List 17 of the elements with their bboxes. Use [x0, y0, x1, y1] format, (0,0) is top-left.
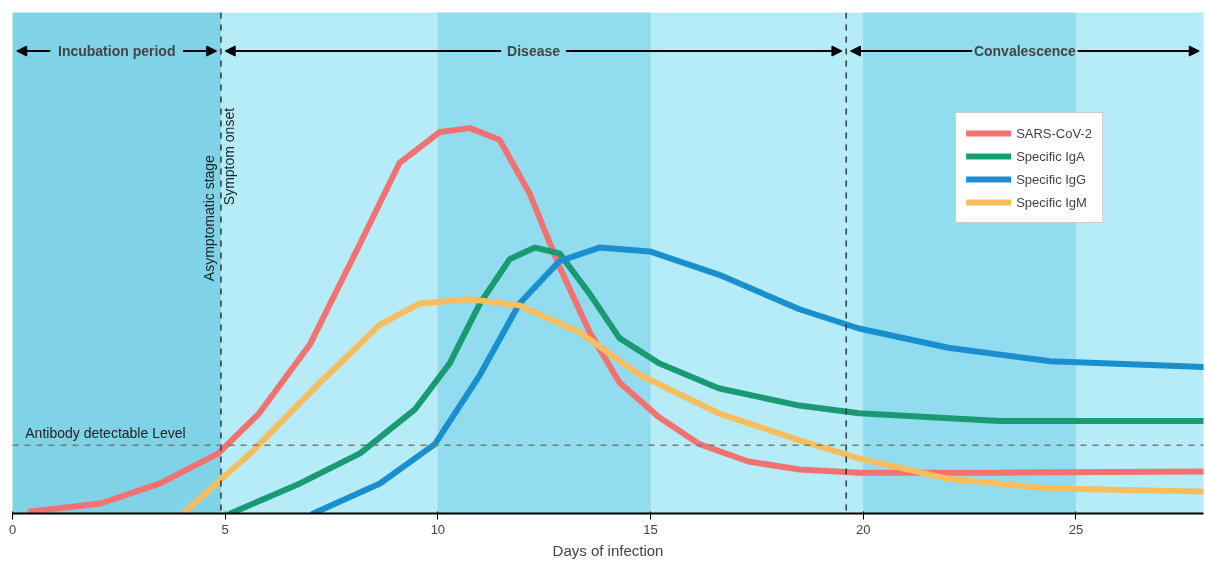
x-tick-label: 0: [8, 521, 17, 537]
x-tick-label: 20: [855, 521, 871, 537]
text: Incubation period: [57, 43, 176, 60]
legend-label: SARS-CoV-2: [1016, 125, 1092, 141]
x-tick-label: 10: [430, 521, 446, 537]
legend-label: Specific IgM: [1016, 194, 1087, 210]
text: Convalescence: [973, 43, 1077, 60]
legend-label: Specific IgA: [1016, 148, 1085, 164]
ref-line-label: Antibody detectable Level: [25, 425, 186, 442]
x-tick-label: 15: [643, 521, 658, 537]
x-tick-label: 5: [221, 521, 229, 537]
legend-label: Specific IgG: [1016, 171, 1087, 187]
annotation: Asymptomatic stage: [200, 154, 217, 282]
text: Disease: [507, 43, 561, 60]
x-axis-title: Days of infection: [552, 541, 664, 559]
ref-line-label: Symptom onset: [220, 107, 237, 206]
x-tick-label: 25: [1068, 521, 1084, 537]
